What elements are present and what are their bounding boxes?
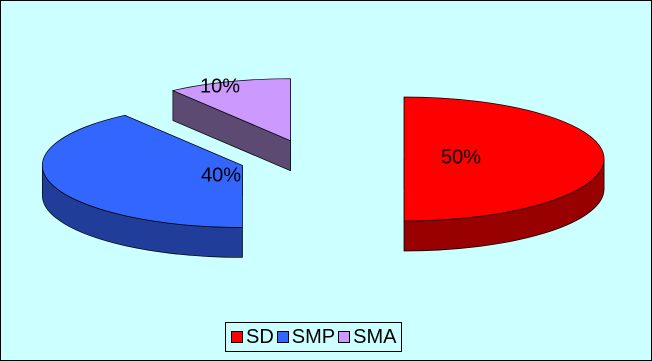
- data-label-sd: 50%: [441, 146, 481, 168]
- legend-swatch-sma: [338, 331, 351, 343]
- pie-slice-sd: [403, 96, 605, 252]
- data-label-smp: 40%: [201, 164, 241, 186]
- legend-label-smp: SMP: [291, 326, 336, 348]
- legend-item-smp: SMP: [276, 326, 336, 348]
- legend-label-sma: SMA: [353, 326, 397, 348]
- data-label-sma: 10%: [200, 75, 240, 97]
- pie-slice-smp: [41, 114, 243, 258]
- legend-item-sd: SD: [231, 327, 274, 347]
- legend-swatch-smp: [276, 331, 289, 343]
- legend-item-sma: SMA: [338, 327, 396, 347]
- legend: SD SMP SMA: [225, 322, 403, 352]
- legend-swatch-sd: [231, 331, 243, 343]
- legend-label-sd: SD: [246, 326, 274, 348]
- pie-slice-sma: [171, 78, 291, 172]
